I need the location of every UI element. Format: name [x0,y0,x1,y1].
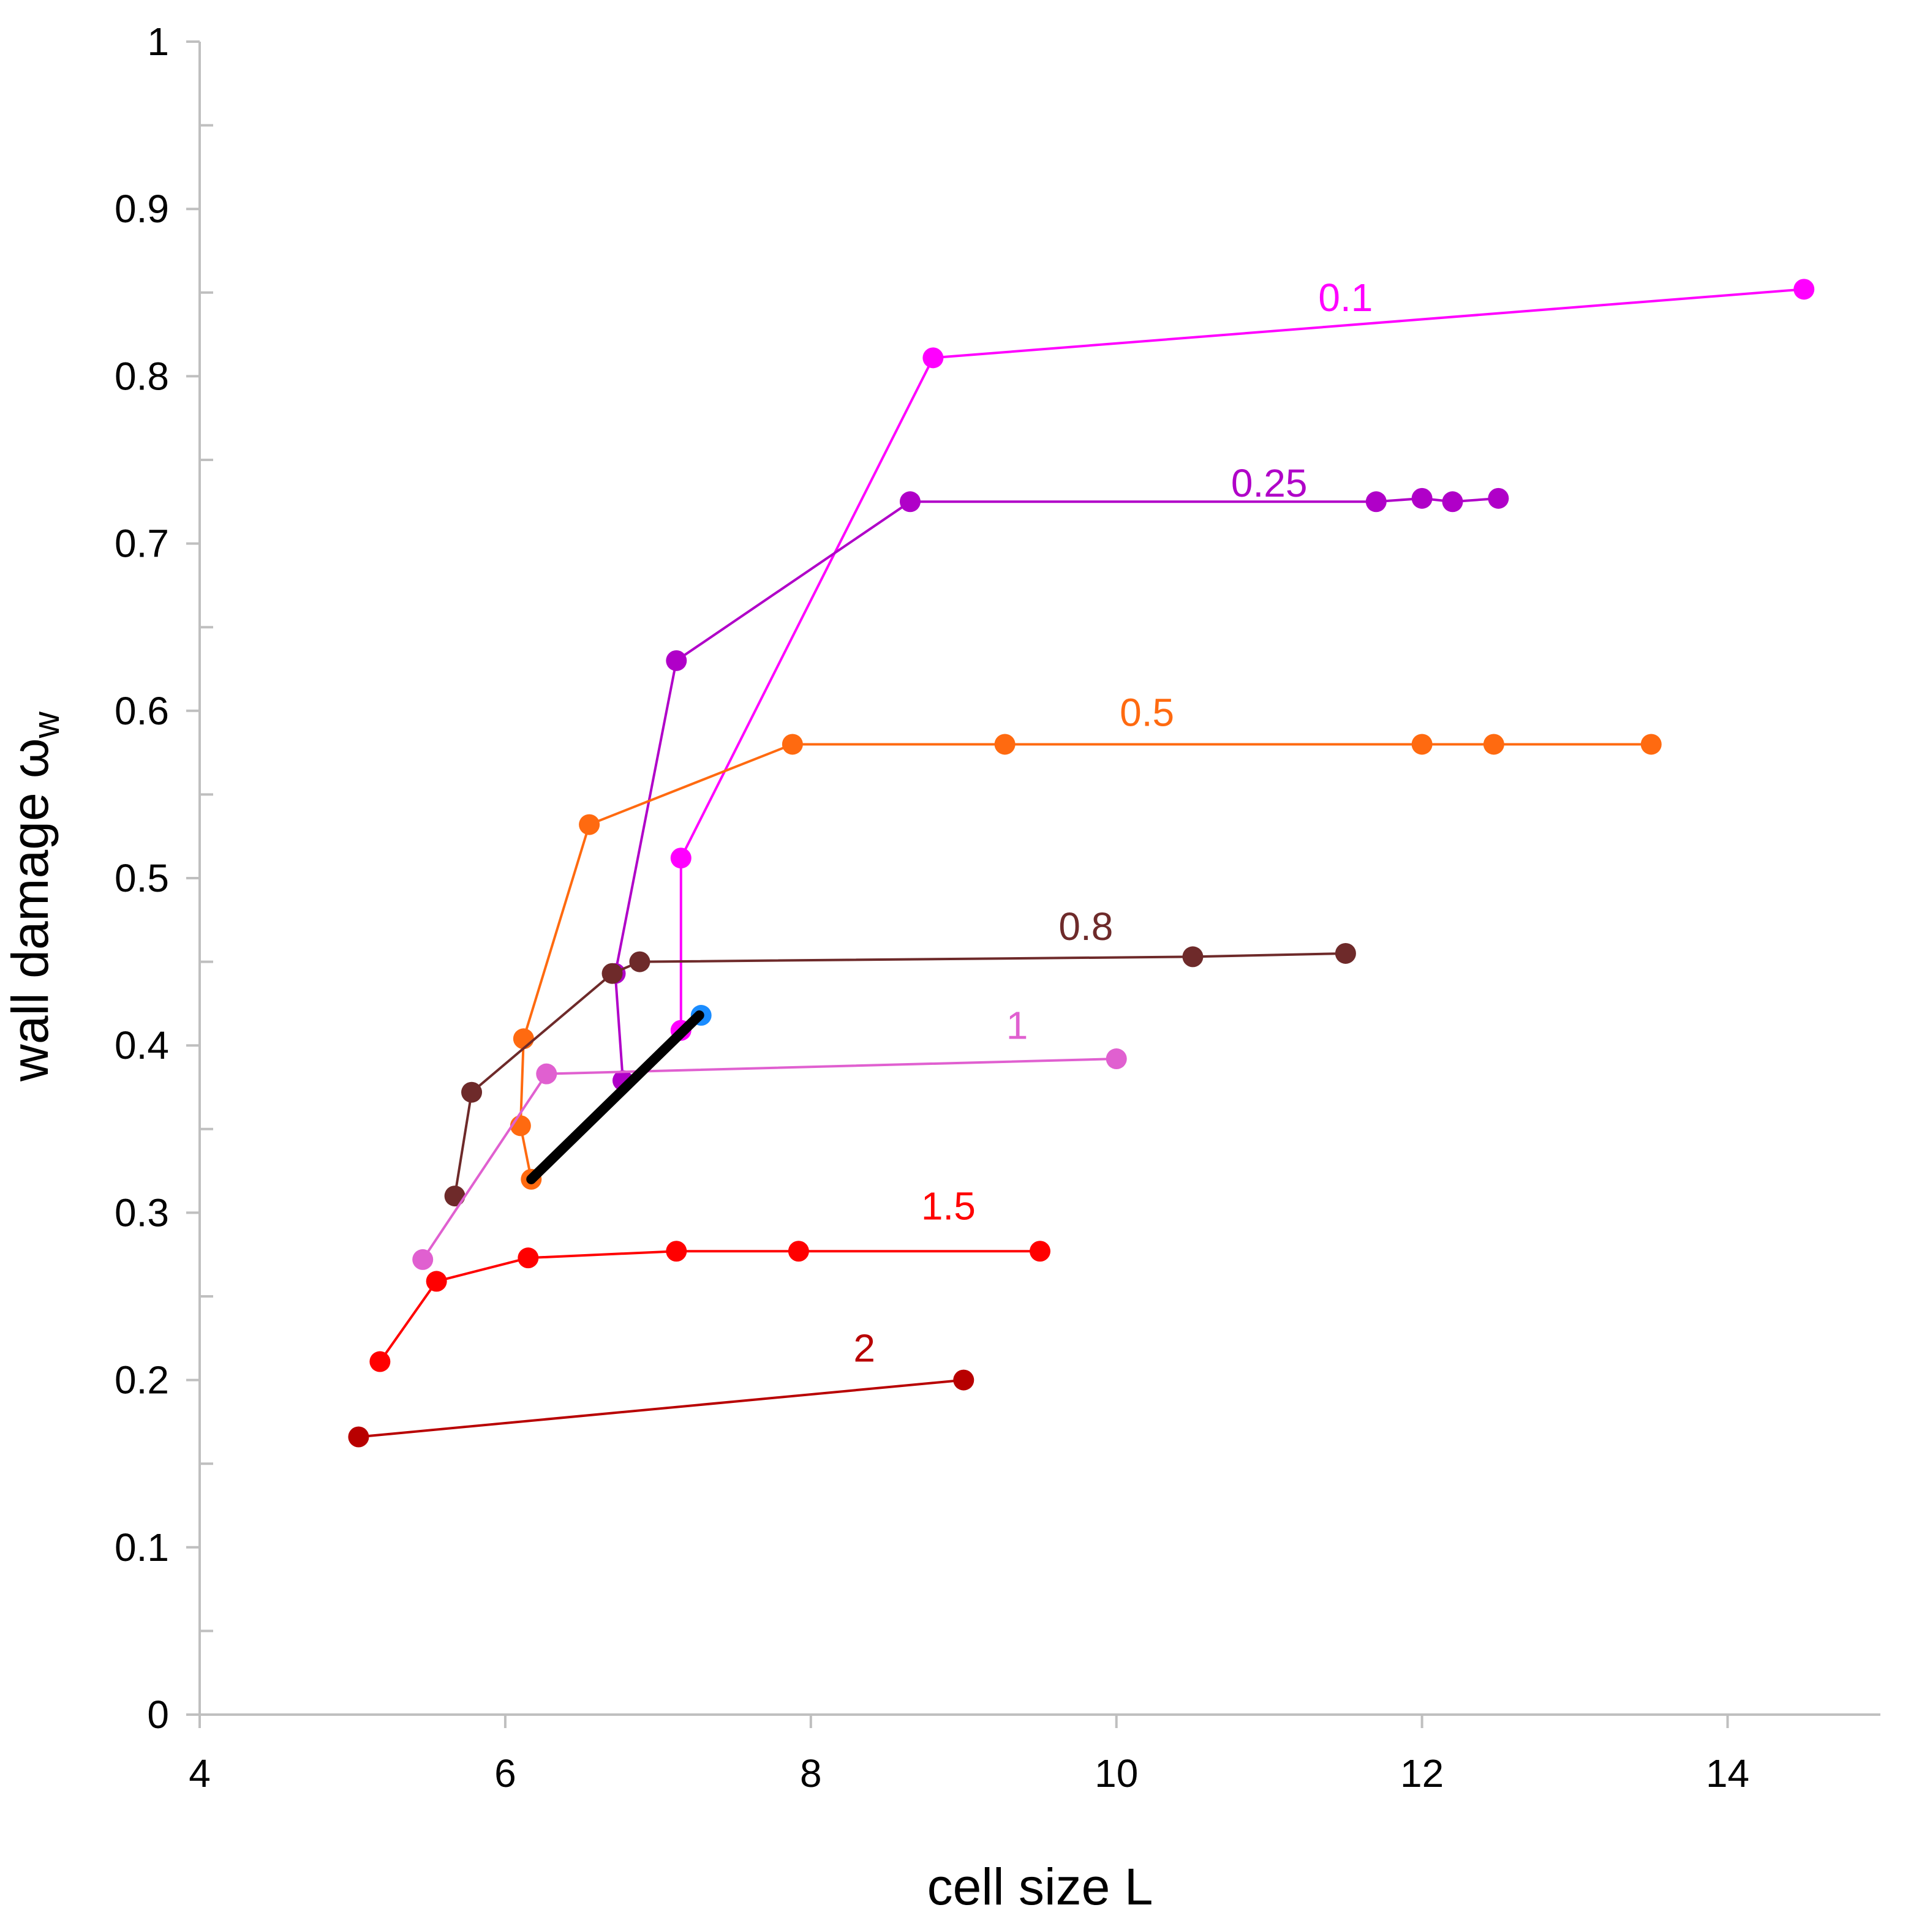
data-point [536,1063,557,1084]
data-point [1411,734,1433,755]
y-axis-title: wall damage ωw [1,711,67,1082]
x-tick-label: 14 [1706,1751,1749,1795]
data-point [1793,279,1815,300]
data-point [1182,946,1204,968]
data-point [1030,1241,1050,1262]
series-line [453,952,1347,1198]
data-point [953,1369,974,1391]
x-tick-label: 6 [494,1751,516,1795]
labels: 0.1 0.25 0.5 0.8 1 1.5 2 [853,276,1373,1370]
y-tick-label: 0.3 [115,1190,169,1235]
data-point [369,1351,391,1372]
y-tick-label: 0 [147,1693,169,1737]
series-label: 2 [853,1326,875,1370]
series-label: 0.25 [1231,461,1308,505]
data-point [601,963,623,984]
y-tick-label: 0.6 [115,689,169,733]
y-tick-label: 0.4 [115,1023,169,1067]
marks [348,279,1815,1448]
data-point [1483,734,1504,755]
data-point [426,1271,447,1292]
data-point [461,1081,483,1103]
data-point [666,650,687,671]
data-point [513,1028,534,1050]
data-point [412,1249,434,1270]
y-axis-title-main: wall damage ω [1,738,59,1082]
series-line [357,1378,965,1438]
y-tick-label: 0.8 [115,354,169,398]
series-label: 0.1 [1318,276,1373,320]
data-point [1488,487,1509,509]
data-point [518,1247,539,1269]
series-label: 1.5 [921,1184,976,1228]
data-point [1411,487,1433,509]
data-point [666,1241,687,1262]
y-tick-label: 0.2 [115,1358,169,1402]
data-point [348,1426,369,1448]
data-point [629,951,650,972]
y-tick-label: 0.9 [115,187,169,231]
series-label: 0.5 [1120,690,1174,734]
data-point [1442,491,1463,513]
y-tick-label: 0.5 [115,856,169,900]
axes: 00.10.20.30.40.50.60.70.80.914 6 8 10 12 14 [115,20,1880,1795]
data-point [1335,942,1356,964]
series-line [679,288,1806,1032]
data-point [899,491,921,513]
data-point [788,1241,809,1262]
data-point [1640,734,1662,755]
data-point [994,734,1016,755]
x-axis-title: cell size L [927,1858,1153,1915]
y-tick-label: 0.1 [115,1525,169,1569]
data-point [1106,1048,1127,1070]
series-line [379,1250,1041,1363]
series-line [614,497,1500,1082]
data-point [670,848,692,869]
series-label: 1 [1006,1003,1028,1047]
x-tick-label: 4 [189,1751,211,1795]
data-point [782,734,803,755]
y-tick-label: 1 [147,20,169,64]
x-tick-label: 8 [800,1751,822,1795]
data-point [922,347,944,369]
data-point [444,1186,466,1207]
y-tick-label: 0.7 [115,522,169,566]
series-line-overlay [526,1010,704,1184]
data-point [579,814,600,835]
x-tick-label: 12 [1400,1751,1444,1795]
series-label: 0.8 [1058,904,1113,949]
data-point [1365,491,1387,513]
x-tick-label: 10 [1095,1751,1138,1795]
y-axis-title-subscript: w [26,711,67,739]
